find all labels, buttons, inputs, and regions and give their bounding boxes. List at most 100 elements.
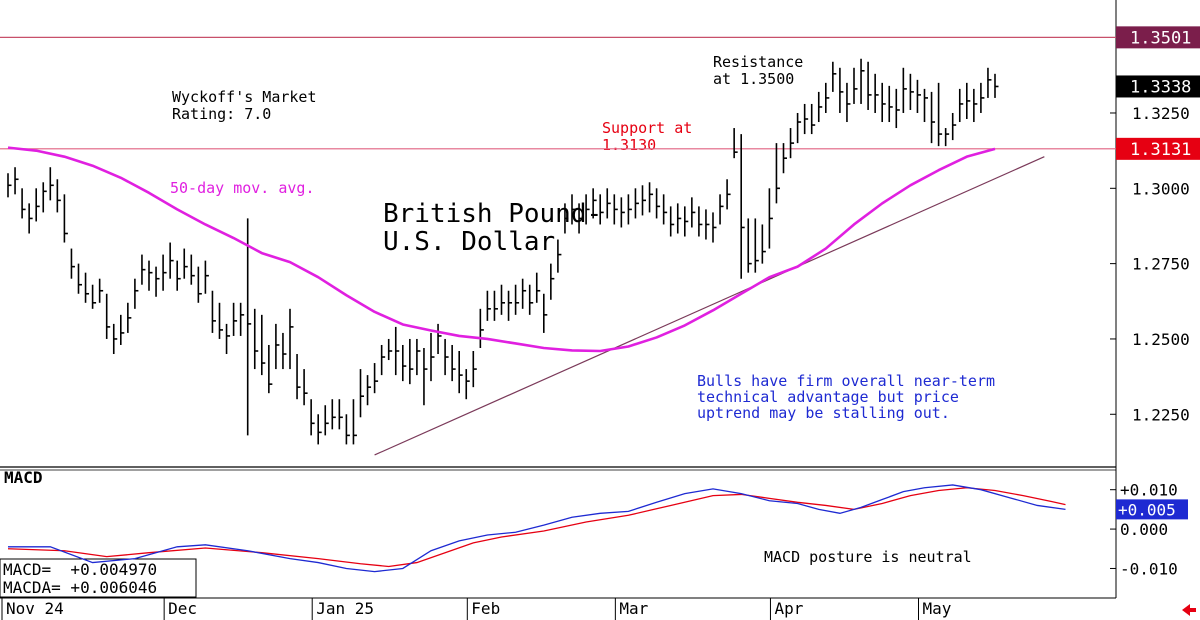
- moving-average-line: [7, 146, 996, 353]
- month-label: Dec: [168, 599, 197, 618]
- price-bar: [112, 323, 118, 355]
- price-bar: [289, 308, 294, 370]
- price-bar: [740, 134, 745, 279]
- price-bar: [846, 82, 851, 123]
- wyckoff-rating-line1: Wyckoff's Market: [172, 88, 317, 106]
- price-bar: [465, 369, 470, 400]
- chart-frame: [0, 0, 1117, 599]
- price-bar: [691, 197, 696, 228]
- price-badge-bg: [1116, 26, 1200, 49]
- scroll-left-arrow-icon[interactable]: [1182, 604, 1196, 616]
- price-bar: [958, 88, 964, 123]
- price-bar: [641, 185, 646, 216]
- macd-readout-box: [0, 558, 197, 598]
- price-bar: [197, 266, 202, 303]
- price-bar: [796, 112, 802, 144]
- price-bar: [105, 293, 111, 339]
- price-bar: [571, 194, 576, 225]
- chart-title: British Pound-: [383, 199, 602, 229]
- price-bar: [423, 347, 428, 406]
- price-bar: [127, 302, 132, 333]
- price-bar: [726, 179, 731, 210]
- resistance-annotation-line1: Resistance: [713, 53, 803, 71]
- price-bar: [14, 167, 19, 195]
- price-bar: [987, 67, 992, 98]
- price-bar: [91, 284, 97, 309]
- price-bar: [712, 212, 717, 243]
- price-bar: [451, 344, 456, 382]
- price-bar: [881, 82, 886, 123]
- price-bar: [380, 344, 386, 376]
- price-tick-label: 1.2750: [1132, 255, 1190, 274]
- price-bar: [282, 332, 287, 370]
- price-bar: [634, 188, 639, 219]
- price-bar: [28, 203, 33, 234]
- price-bar: [176, 260, 181, 291]
- price-bar: [698, 206, 703, 237]
- price-bar: [775, 143, 780, 204]
- month-label: Apr: [774, 599, 803, 618]
- price-bar: [747, 218, 752, 273]
- price-bar: [761, 224, 766, 264]
- price-bar: [648, 182, 654, 213]
- price-bar: [183, 248, 188, 279]
- price-bar: [493, 290, 498, 321]
- commentary-line2: technical advantage but price: [697, 388, 959, 406]
- price-bar: [832, 61, 837, 92]
- price-bar: [387, 338, 393, 361]
- price-bar: [317, 414, 322, 445]
- price-bar: [98, 278, 104, 303]
- price-bar: [514, 284, 520, 315]
- price-bar: [817, 91, 823, 123]
- price-bar: [768, 188, 773, 249]
- price-bar: [627, 194, 632, 225]
- price-bar: [733, 128, 738, 159]
- price-bar: [331, 399, 336, 430]
- price-bar: [705, 209, 710, 240]
- price-bar: [310, 399, 315, 436]
- support-annotation-line2: 1.3130: [602, 136, 656, 154]
- uptrend-line: [374, 156, 1045, 456]
- moving-average-layer: [7, 146, 996, 353]
- price-bar: [296, 354, 301, 400]
- trendline-layer: [374, 156, 1045, 456]
- price-bar: [21, 188, 26, 219]
- price-badge: 1.3131: [1116, 137, 1200, 160]
- price-bar: [599, 194, 604, 225]
- price-bar: [472, 351, 477, 388]
- price-bar: [895, 88, 900, 129]
- price-axis-ticks: 1.3250 1.3000 1.2750 1.2500 1.2250: [1110, 104, 1190, 424]
- macd-readout: MACD= +0.004970 MACDA= +0.006046: [0, 558, 197, 598]
- price-bar: [141, 254, 146, 285]
- macd-axis-ticks: +0.010 0.000 -0.010: [1110, 481, 1178, 578]
- price-bar: [260, 314, 266, 376]
- price-bar: [63, 194, 68, 243]
- price-bar: [275, 323, 280, 370]
- price-badge-label: 1.3501: [1130, 28, 1191, 48]
- price-bar: [550, 263, 555, 300]
- price-bar: [77, 263, 82, 294]
- chart-subtitle: U.S. Dollar: [383, 227, 555, 257]
- price-badges: 1.3501 1.3338 1.3131 +0.005: [1116, 26, 1200, 520]
- resistance-annotation-line2: at 1.3500: [713, 70, 794, 88]
- price-bar: [754, 218, 759, 273]
- price-bar: [909, 73, 914, 110]
- price-bar: [444, 338, 449, 376]
- price-bar: [951, 112, 957, 141]
- price-bar: [973, 88, 978, 123]
- price-bar: [84, 272, 90, 303]
- macd-value-badge: +0.005: [1116, 499, 1188, 520]
- price-bar: [35, 188, 40, 222]
- price-bar: [535, 272, 541, 303]
- price-bar: [211, 290, 216, 333]
- price-bar: [120, 314, 125, 345]
- price-bar: [606, 188, 611, 219]
- price-bar: [521, 278, 527, 309]
- price-bars: [7, 58, 999, 445]
- price-bar: [994, 73, 999, 98]
- price-bar: [683, 206, 689, 237]
- price-bar: [479, 308, 484, 348]
- price-bar: [888, 85, 893, 123]
- price-bar: [42, 182, 47, 213]
